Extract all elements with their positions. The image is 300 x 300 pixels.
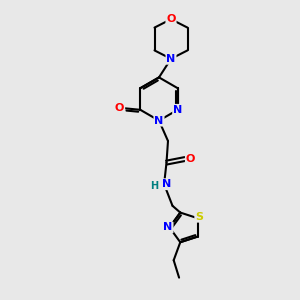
Text: N: N <box>167 54 176 64</box>
Text: H: H <box>150 181 159 191</box>
Text: N: N <box>154 116 164 126</box>
Text: S: S <box>195 212 203 222</box>
Text: N: N <box>173 105 182 115</box>
Text: O: O <box>115 103 124 113</box>
Text: N: N <box>162 179 171 189</box>
Text: N: N <box>164 222 172 233</box>
Text: O: O <box>186 154 195 164</box>
Text: O: O <box>166 14 176 24</box>
